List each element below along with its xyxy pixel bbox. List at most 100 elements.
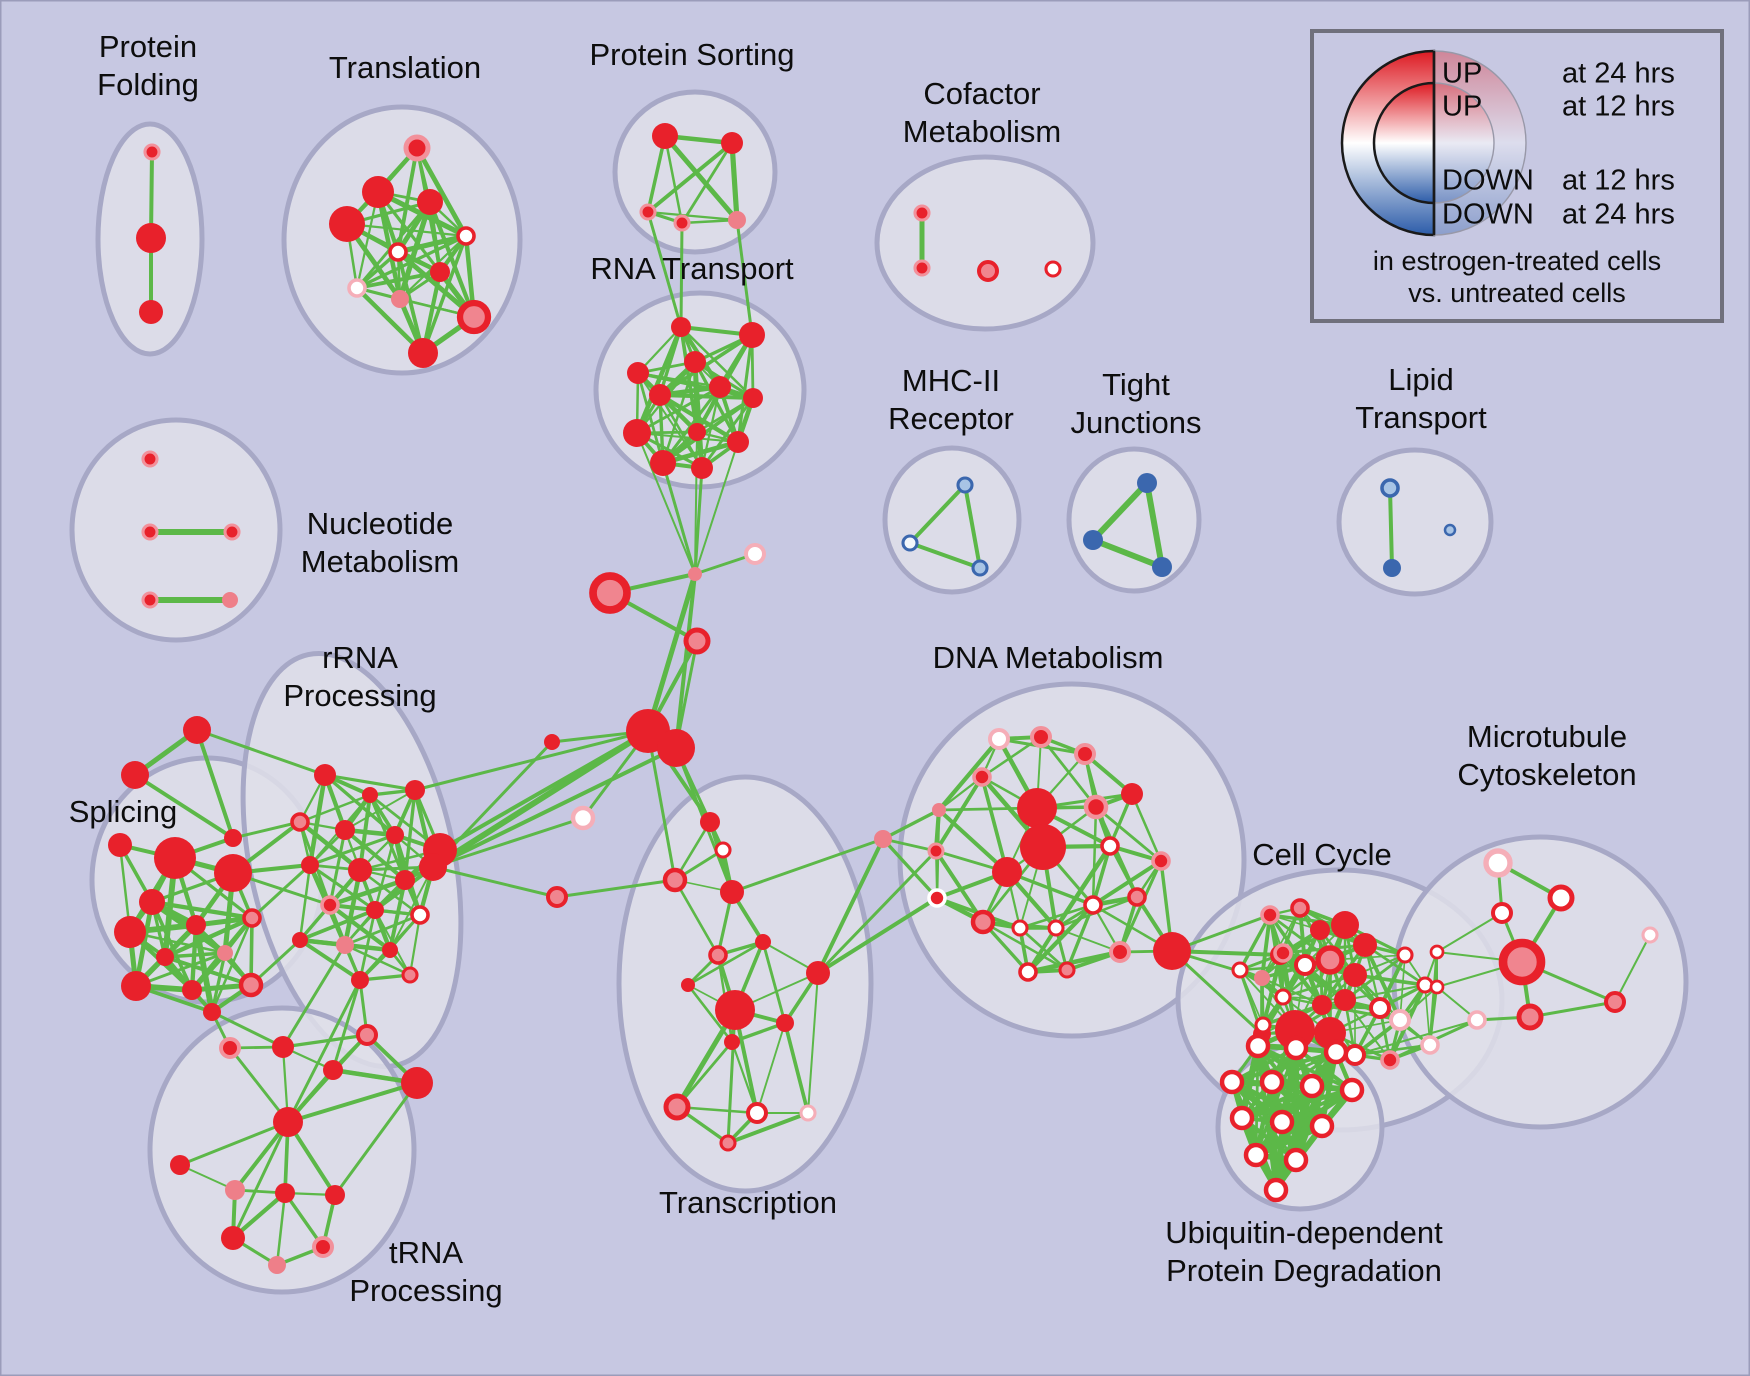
node-n2 — [1074, 743, 1096, 765]
edge-z5-k18 — [431, 746, 678, 869]
node-z1 — [744, 543, 766, 565]
edge-c2-e0 — [646, 210, 683, 329]
legend-dir-2: DOWN — [1442, 165, 1534, 197]
edge-n22-o1 — [1170, 949, 1264, 1036]
node-o18 — [1369, 997, 1391, 1019]
node-q5 — [1299, 1073, 1325, 1099]
node-m2 — [662, 867, 688, 893]
edge-k5-k7 — [308, 833, 397, 867]
cluster-ellipse-lt — [1336, 447, 1494, 597]
node-e0 — [671, 317, 691, 337]
edge-n3-n12 — [934, 775, 984, 853]
node-j12 — [203, 1003, 221, 1021]
edge-i0-i1 — [1388, 486, 1394, 570]
node-o25 — [1231, 961, 1249, 979]
node-m14 — [799, 1104, 817, 1122]
node-b8 — [391, 290, 409, 308]
edge-j12-l3 — [210, 1010, 285, 1049]
node-f3 — [141, 591, 159, 609]
node-e5 — [649, 384, 671, 406]
cluster-label-lt: Lipid Transport — [1355, 362, 1487, 435]
edge-k11-k15 — [298, 908, 377, 942]
node-m13 — [746, 1102, 768, 1124]
edge-k7-k15 — [298, 863, 312, 942]
edge-p2-p3 — [1436, 912, 1503, 953]
edge-j8-j9 — [134, 951, 227, 988]
node-l12 — [268, 1256, 286, 1274]
node-p8 — [1604, 991, 1626, 1013]
edge-n24-m4 — [730, 837, 885, 894]
edge-e3-e11 — [637, 372, 703, 469]
edge-z4-k2 — [413, 729, 650, 792]
node-i1 — [1383, 559, 1401, 577]
cluster-label-sp: Splicing — [69, 794, 178, 829]
edge-p8-p9 — [1614, 934, 1651, 1003]
edge-z4-m2 — [646, 729, 677, 882]
node-b9 — [456, 299, 492, 335]
node-k11 — [366, 901, 384, 919]
node-k10 — [320, 895, 340, 915]
node-c4 — [728, 211, 746, 229]
node-o23 — [1396, 946, 1414, 964]
node-n8 — [1020, 824, 1066, 870]
node-q2 — [1323, 1039, 1349, 1065]
edge-b7-b10 — [354, 285, 426, 356]
node-p1 — [1547, 884, 1575, 912]
node-k17 — [401, 966, 419, 984]
node-m5 — [755, 934, 771, 950]
node-p9 — [1641, 926, 1659, 944]
node-p7 — [1516, 1003, 1544, 1031]
node-e8 — [688, 423, 706, 441]
node-e9 — [727, 431, 749, 453]
edge-n14-n24 — [881, 837, 939, 900]
node-a0 — [143, 143, 161, 161]
node-k13 — [336, 936, 354, 954]
node-m12 — [663, 1093, 691, 1121]
node-k1 — [362, 787, 378, 803]
node-m7 — [681, 978, 695, 992]
edge-c3-e0 — [679, 221, 684, 329]
edge-c0-c4 — [662, 133, 740, 223]
node-b6 — [430, 262, 450, 282]
edge-e11-z0 — [693, 466, 704, 576]
node-k8 — [348, 858, 372, 882]
cluster-label-ps: Protein Sorting — [589, 37, 794, 72]
edge-k14-k18 — [389, 866, 434, 951]
edge-j6-k7 — [250, 863, 312, 920]
node-e10 — [650, 450, 676, 476]
node-n13 — [1127, 887, 1147, 907]
edge-j6-j7 — [162, 915, 255, 960]
node-h0 — [1137, 473, 1157, 493]
cluster-label-mh: MHC-II Receptor — [888, 363, 1014, 436]
node-l1 — [170, 1155, 190, 1175]
edge-l0-l6 — [286, 1033, 369, 1124]
node-j10 — [182, 980, 202, 1000]
node-i0 — [1380, 478, 1400, 498]
node-o8 — [1294, 954, 1316, 976]
node-q10 — [1243, 1142, 1269, 1168]
node-e4 — [709, 376, 731, 398]
node-q8 — [1269, 1109, 1295, 1135]
node-q1 — [1283, 1035, 1309, 1061]
node-j2 — [108, 833, 132, 857]
node-j8 — [217, 945, 233, 961]
legend-ring-right-60 — [1433, 82, 1495, 204]
node-b4 — [456, 226, 476, 246]
legend-dir-3: DOWN — [1442, 199, 1534, 231]
node-o22 — [1420, 1035, 1440, 1055]
cluster-label-mt: Microtubule Cytoskeleton — [1457, 719, 1636, 792]
edge-k9-k10 — [327, 877, 408, 908]
node-e3 — [627, 362, 649, 384]
edge-z0-z4 — [645, 571, 698, 734]
cluster-label-ub: Ubiquitin-dependent Protein Degradation — [1165, 1215, 1443, 1288]
node-j9 — [121, 971, 151, 1001]
node-c1 — [721, 132, 743, 154]
node-e1 — [739, 322, 765, 348]
edge-b3-b9 — [427, 199, 477, 320]
edge-n9-n18 — [1005, 870, 1095, 907]
node-k7 — [301, 856, 319, 874]
edge-l0-l2 — [228, 1046, 290, 1124]
node-l2 — [219, 1037, 241, 1059]
node-f4 — [222, 592, 238, 608]
node-o7 — [1273, 943, 1293, 963]
